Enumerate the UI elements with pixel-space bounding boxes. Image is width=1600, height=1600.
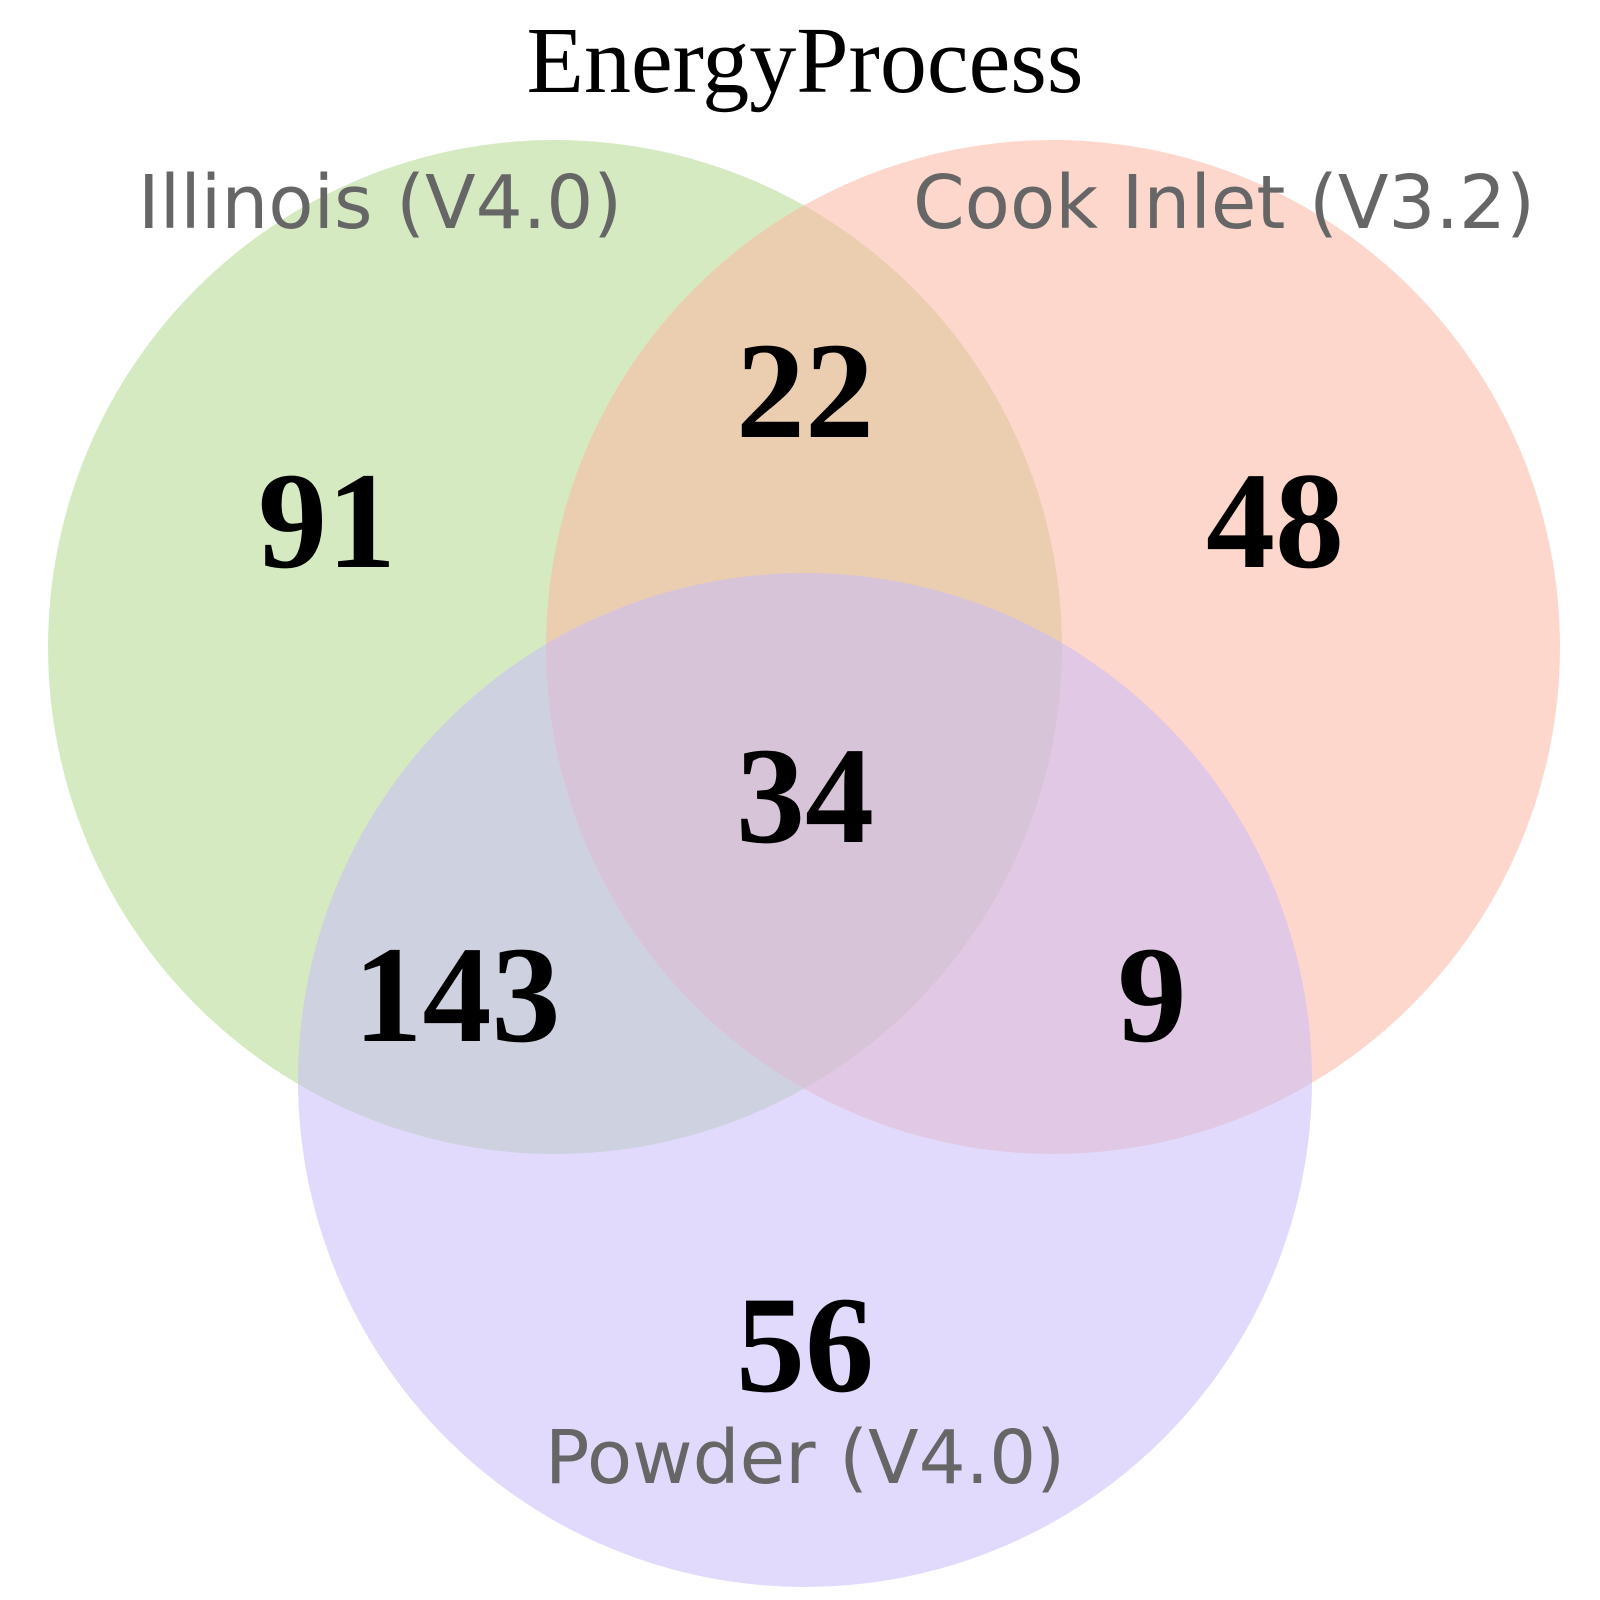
region-cook-inlet-only: 48 [1206,444,1344,597]
powder-circle [298,573,1312,1587]
diagram-title: EnergyProcess [527,9,1084,113]
region-cook-inlet-powder: 9 [1118,918,1187,1071]
region-illinois-cook-inlet: 22 [736,314,874,467]
region-all-three: 34 [736,719,874,872]
cook-inlet-set-label: Cook Inlet (V3.2) [913,160,1535,246]
set-circles [48,140,1560,1587]
region-illinois-powder: 143 [354,918,561,1071]
illinois-set-label: Illinois (V4.0) [138,160,622,246]
region-illinois-only: 91 [258,444,396,597]
powder-set-label: Powder (V4.0) [545,1415,1065,1501]
region-powder-only: 56 [736,1268,874,1421]
